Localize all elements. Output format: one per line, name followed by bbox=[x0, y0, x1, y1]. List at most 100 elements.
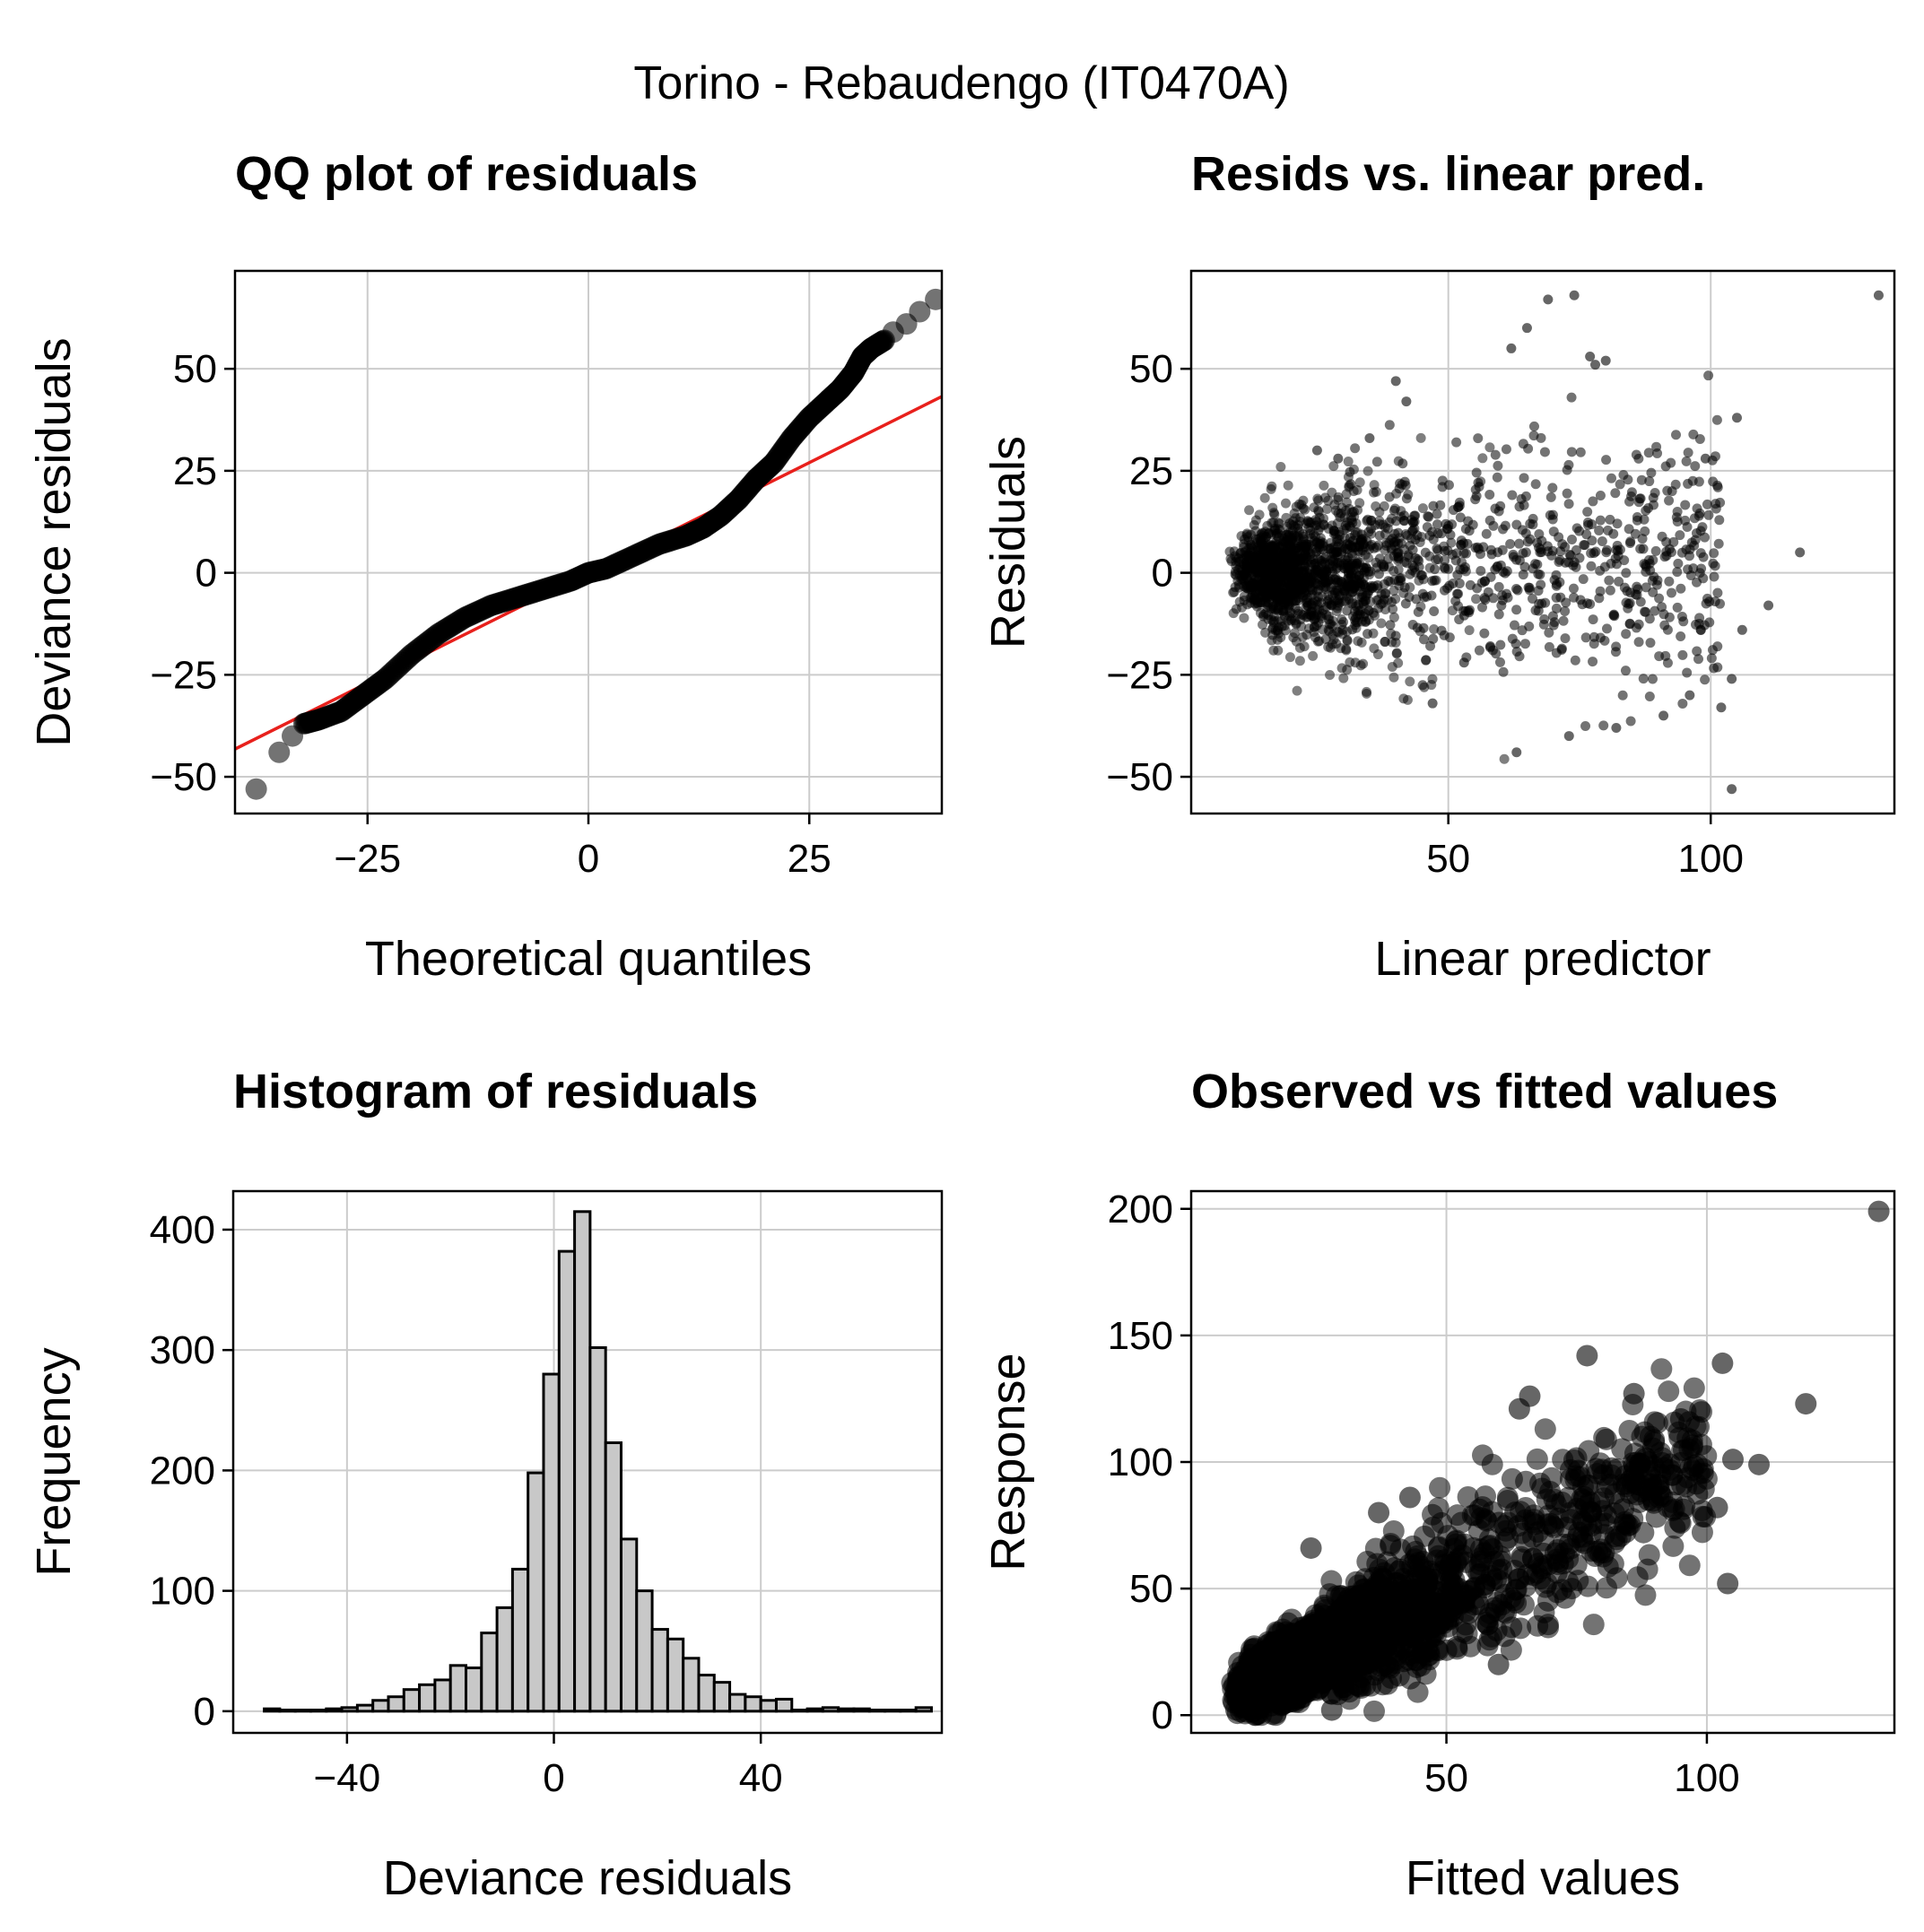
resid-point bbox=[1236, 531, 1247, 542]
hist-bar bbox=[542, 1372, 561, 1713]
resid-point bbox=[1389, 612, 1399, 622]
hist-bar bbox=[495, 1606, 514, 1713]
hist-bar bbox=[774, 1697, 794, 1713]
resid-point bbox=[1362, 553, 1373, 563]
resid-point bbox=[1528, 421, 1539, 431]
obs-point bbox=[1361, 1648, 1383, 1670]
resid-point bbox=[1369, 480, 1380, 491]
resid-point bbox=[1293, 523, 1303, 534]
x-tick-label: 25 bbox=[788, 837, 831, 881]
obs-point bbox=[1371, 1674, 1394, 1696]
obs-point bbox=[1469, 1546, 1492, 1569]
resid-point bbox=[1333, 492, 1344, 502]
resid-point bbox=[1660, 650, 1671, 661]
resid-point bbox=[1298, 592, 1309, 603]
hist-bar bbox=[433, 1678, 452, 1713]
obs-point bbox=[1344, 1645, 1366, 1667]
resid-point bbox=[1427, 674, 1438, 684]
resid-point bbox=[1666, 587, 1676, 598]
resid-point bbox=[1429, 624, 1440, 635]
resid-point bbox=[1396, 572, 1406, 583]
y-axis-label-resid: Residuals bbox=[981, 436, 1035, 648]
resid-point bbox=[1230, 566, 1241, 577]
resid-point bbox=[1558, 615, 1569, 626]
resid-point bbox=[1361, 591, 1371, 602]
resid-point bbox=[1615, 479, 1625, 490]
resid-point bbox=[1361, 563, 1371, 574]
resid-point bbox=[1650, 545, 1661, 556]
resid-point bbox=[1454, 579, 1465, 589]
resid-point bbox=[1267, 481, 1277, 492]
resid-point bbox=[1321, 504, 1332, 515]
resid-point bbox=[1641, 567, 1651, 578]
hist-bar bbox=[464, 1667, 483, 1713]
resid-point bbox=[1406, 526, 1417, 536]
resid-point bbox=[1493, 609, 1504, 620]
resid-point bbox=[1332, 547, 1343, 558]
resid-point bbox=[1464, 607, 1475, 618]
resid-point bbox=[1242, 567, 1253, 578]
resid-point bbox=[1491, 648, 1502, 659]
resid-point bbox=[1258, 609, 1269, 620]
resid-point bbox=[1672, 602, 1683, 613]
resid-point bbox=[1474, 482, 1484, 492]
resid-point bbox=[1518, 548, 1528, 559]
resid-point bbox=[1473, 433, 1484, 444]
resid-point bbox=[1626, 487, 1637, 498]
resid-point bbox=[1648, 500, 1658, 510]
resid-point bbox=[1588, 614, 1598, 625]
resid-point bbox=[1621, 629, 1632, 640]
resid-point bbox=[1266, 558, 1276, 569]
hist-bar bbox=[744, 1695, 762, 1713]
resid-point bbox=[1258, 551, 1268, 561]
resid-point bbox=[1417, 680, 1428, 691]
obs-point bbox=[1582, 1614, 1605, 1636]
resid-point bbox=[1494, 657, 1505, 667]
resid-point bbox=[1676, 631, 1686, 642]
resid-point bbox=[1379, 500, 1389, 511]
resid-point bbox=[1586, 561, 1597, 571]
resid-point bbox=[1298, 567, 1309, 578]
obs-point bbox=[1398, 1486, 1421, 1509]
resid-point bbox=[1358, 658, 1369, 669]
resid-point bbox=[1330, 572, 1341, 583]
resid-point bbox=[1595, 565, 1606, 576]
resid-point bbox=[1709, 548, 1719, 559]
resid-point bbox=[1681, 456, 1692, 466]
resid-point bbox=[1374, 553, 1385, 564]
resid-point bbox=[1390, 631, 1401, 641]
resid-point bbox=[1353, 636, 1363, 647]
resid-point bbox=[1512, 585, 1523, 596]
y-tick-label: 0 bbox=[1152, 1693, 1173, 1737]
resid-point bbox=[1688, 429, 1699, 439]
resid-point bbox=[1389, 528, 1400, 539]
panel-qq: QQ plot of residuals−25 0 25−50−2502550The… bbox=[27, 147, 944, 986]
resid-point bbox=[1332, 518, 1343, 528]
resid-point bbox=[1484, 515, 1495, 526]
y-tick-label: −50 bbox=[1106, 755, 1173, 799]
resid-point bbox=[1590, 360, 1601, 370]
resid-point bbox=[1345, 540, 1355, 551]
resid-point bbox=[1675, 530, 1685, 541]
resid-point bbox=[1543, 294, 1554, 305]
resid-point bbox=[1528, 431, 1539, 441]
resid-point bbox=[1356, 535, 1367, 545]
obs-point bbox=[1320, 1699, 1343, 1721]
resid-point bbox=[1601, 623, 1612, 634]
resid-point bbox=[1614, 576, 1624, 587]
resid-point bbox=[1410, 535, 1421, 545]
hist-bar bbox=[712, 1681, 732, 1713]
resid-point bbox=[1511, 519, 1522, 530]
resid-point bbox=[1329, 596, 1340, 606]
resid-point bbox=[1345, 466, 1355, 477]
obs-point bbox=[1300, 1536, 1322, 1559]
resid-point bbox=[1339, 587, 1350, 597]
resid-point bbox=[1562, 488, 1572, 499]
resid-point bbox=[1348, 507, 1359, 518]
resid-point bbox=[1638, 674, 1649, 684]
resid-point bbox=[1545, 492, 1556, 502]
resid-point bbox=[1458, 657, 1469, 668]
resid-point bbox=[1294, 656, 1305, 666]
resid-point bbox=[1712, 587, 1723, 598]
x-tick-label: 50 bbox=[1426, 837, 1470, 881]
